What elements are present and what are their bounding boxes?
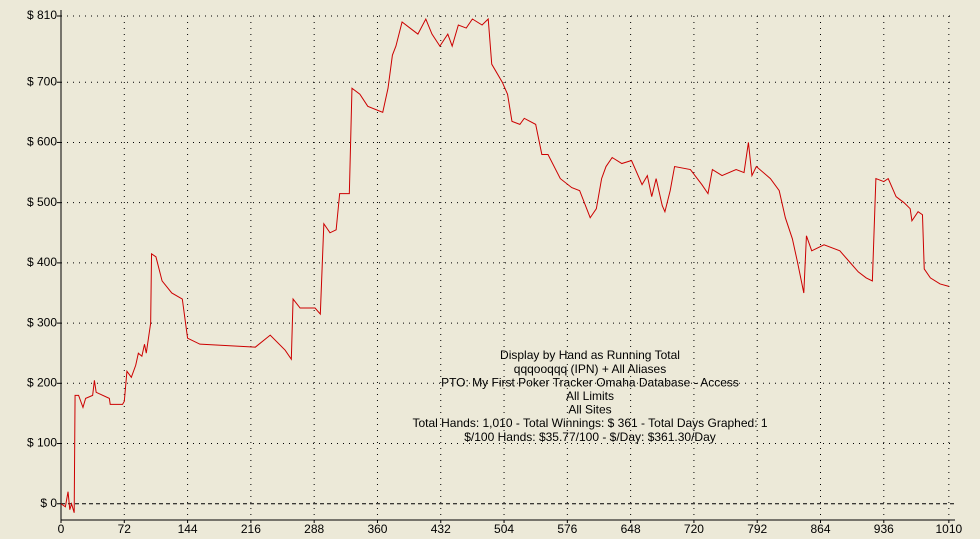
y-tick-label: $ 0 xyxy=(40,496,57,510)
x-tick-label: 72 xyxy=(118,522,132,536)
y-tick-label: $ 810 xyxy=(27,8,57,22)
line xyxy=(60,17,949,513)
x-tick-label: 720 xyxy=(684,522,704,536)
annotation: $/100 Hands: $35.77/100 - $/Day: $361.30… xyxy=(464,430,716,444)
x-tick-label: 0 xyxy=(58,522,65,536)
x-tick-label: 504 xyxy=(494,522,514,536)
x-tick-label: 216 xyxy=(241,522,261,536)
y-tick-label: $ 600 xyxy=(27,135,57,149)
annotation: Total Hands: 1,010 - Total Winnings: $ 3… xyxy=(412,416,767,430)
x-tick-label: 360 xyxy=(367,522,387,536)
annotation: Display by Hand as Running Total xyxy=(500,348,680,362)
x-tick-label: 432 xyxy=(431,522,451,536)
x-tick-label: 144 xyxy=(178,522,198,536)
x-tick-label: 648 xyxy=(621,522,641,536)
annotation: PTO: My First Poker Tracker Omaha Databa… xyxy=(441,375,739,389)
x-tick-label: 288 xyxy=(304,522,324,536)
y-tick-label: $ 400 xyxy=(27,255,57,269)
y-tick-label: $ 700 xyxy=(27,74,57,88)
y-tick-label: $ 500 xyxy=(27,195,57,209)
x-tick-label: 936 xyxy=(874,522,894,536)
annotation: All Limits xyxy=(566,389,614,403)
x-tick-label: 792 xyxy=(747,522,767,536)
x-tick-label: 576 xyxy=(557,522,577,536)
y-tick-label: $ 300 xyxy=(27,315,57,329)
annotation: qqqooqqq (IPN) + All Aliases xyxy=(514,362,666,376)
y-tick-label: $ 100 xyxy=(27,436,57,450)
annotation: All Sites xyxy=(568,403,611,417)
x-tick-label: 864 xyxy=(810,522,830,536)
y-tick-label: $ 200 xyxy=(27,375,57,389)
x-tick-label: 1010 xyxy=(935,522,962,536)
